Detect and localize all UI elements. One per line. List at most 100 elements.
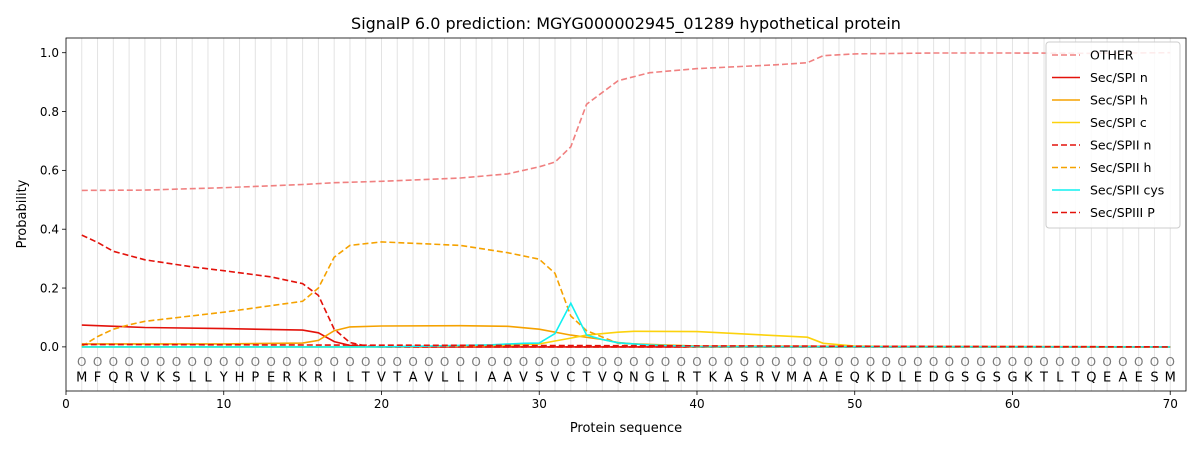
legend-entry: Sec/SPI c [1090, 115, 1147, 130]
residue-label: L [662, 370, 670, 385]
residue-label: E [835, 370, 843, 385]
region-marker: O [550, 355, 559, 369]
residue-label: V [424, 370, 433, 385]
residue-label: I [474, 370, 478, 385]
region-marker: O [613, 355, 622, 369]
region-marker: O [456, 355, 465, 369]
region-marker: O [676, 355, 685, 369]
region-marker: O [755, 355, 764, 369]
residue-label: A [724, 370, 733, 385]
region-marker: O [140, 355, 149, 369]
region-marker: O [692, 355, 701, 369]
residue-label: G [645, 370, 655, 385]
region-marker: O [629, 355, 638, 369]
region-marker: O [377, 355, 386, 369]
residue-label: T [392, 370, 401, 385]
region-marker: O [945, 355, 954, 369]
residue-label: S [1150, 370, 1158, 385]
x-tick-label: 20 [374, 397, 389, 411]
legend-entry: Sec/SPI h [1090, 93, 1148, 108]
residue-label: N [629, 370, 639, 385]
region-marker: O [314, 355, 323, 369]
residue-label: G [1007, 370, 1017, 385]
region-marker: O [645, 355, 654, 369]
region-marker: O [1087, 355, 1096, 369]
region-marker: O [1039, 355, 1048, 369]
residue-label: K [866, 370, 875, 385]
region-marker: O [1071, 355, 1080, 369]
region-marker: O [93, 355, 102, 369]
residue-label: D [929, 370, 939, 385]
region-marker: O [897, 355, 906, 369]
region-marker: O [866, 355, 875, 369]
residue-label: L [1056, 370, 1064, 385]
x-tick-label: 50 [847, 397, 862, 411]
series-line-sec-spii-cys [81, 301, 1171, 348]
residue-label: D [881, 370, 891, 385]
residue-label: G [976, 370, 986, 385]
residue-label: R [756, 370, 765, 385]
residue-label: V [598, 370, 607, 385]
residue-label: E [914, 370, 922, 385]
region-marker: O [503, 355, 512, 369]
y-tick-label: 0.6 [40, 164, 59, 178]
y-tick-label: 0.4 [40, 223, 59, 237]
residue-label: A [1118, 370, 1127, 385]
legend-box [1045, 41, 1181, 229]
legend: OTHER Sec/SPI n Sec/SPI h Sec/SPI c Sec/SPII… [1045, 41, 1181, 229]
residue-label: R [314, 370, 323, 385]
residue-label: K [298, 370, 307, 385]
residue-label: A [409, 370, 418, 385]
residue-label: A [819, 370, 828, 385]
region-marker: O [818, 355, 827, 369]
region-marker: O [850, 355, 859, 369]
residue-label: Q [108, 370, 118, 385]
region-marker: O [1008, 355, 1017, 369]
region-marker: O [393, 355, 402, 369]
x-axis-label: Protein sequence [570, 421, 682, 436]
residue-label: P [251, 370, 259, 385]
residue-label: C [566, 370, 575, 385]
x-tick-label: 70 [1163, 397, 1178, 411]
residue-label: H [235, 370, 245, 385]
series-line-sec-spiii-p [81, 343, 1171, 348]
residue-label: V [140, 370, 149, 385]
legend-entry: Sec/SPII cys [1090, 183, 1164, 198]
series-line-other [81, 51, 1171, 192]
residue-label: K [156, 370, 165, 385]
region-marker: O [787, 355, 796, 369]
residue-label: T [692, 370, 701, 385]
y-axis-label: Probability [15, 179, 30, 248]
y-tick-label: 0.2 [40, 281, 59, 295]
region-marker: O [740, 355, 749, 369]
region-marker: O [708, 355, 717, 369]
region-marker: O [519, 355, 528, 369]
region-marker: O [156, 355, 165, 369]
residue-label: M [1165, 370, 1176, 385]
residue-label: A [487, 370, 496, 385]
region-marker: O [187, 355, 196, 369]
residue-label: S [740, 370, 748, 385]
region-marker: O [834, 355, 843, 369]
region-marker: O [235, 355, 244, 369]
legend-entry: Sec/SPI n [1090, 70, 1148, 85]
region-marker: O [124, 355, 133, 369]
region-marker: O [929, 355, 938, 369]
residue-label: Q [613, 370, 623, 385]
region-marker: O [298, 355, 307, 369]
legend-entry: Sec/SPIII P [1090, 205, 1155, 220]
region-marker: O [203, 355, 212, 369]
residue-label: K [1024, 370, 1033, 385]
region-marker: O [424, 355, 433, 369]
x-tick-label: 40 [689, 397, 704, 411]
residue-label: R [125, 370, 134, 385]
region-marker: O [172, 355, 181, 369]
residue-label: K [708, 370, 717, 385]
chart-title: SignalP 6.0 prediction: MGYG000002945_01… [351, 14, 901, 34]
grid-lines [81, 38, 1171, 391]
residue-label: S [535, 370, 543, 385]
residue-label: T [1039, 370, 1048, 385]
region-marker: O [1165, 355, 1174, 369]
sequence-annotations: OMOFOQOROVOKOSOLOLOYOHOPOEOROKOROIOLOTOV… [76, 355, 1176, 385]
region-marker: O [329, 355, 338, 369]
